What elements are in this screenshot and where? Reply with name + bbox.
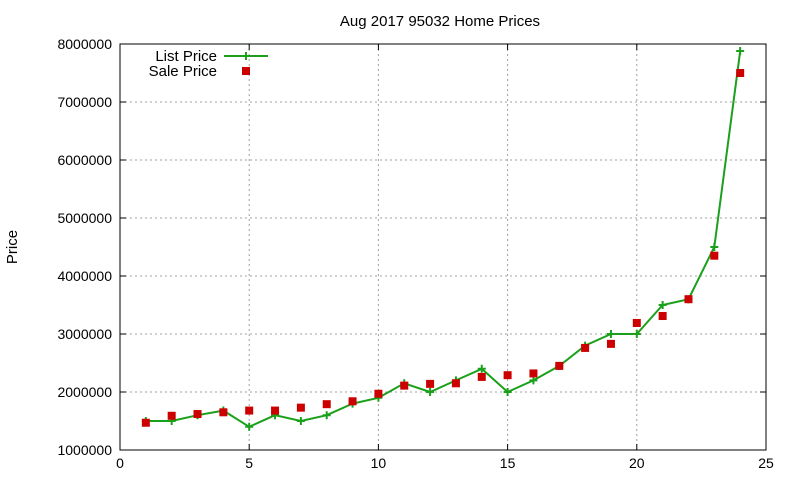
list-price-point — [736, 46, 745, 55]
sale-price-point — [296, 403, 305, 412]
list-price-point — [426, 388, 435, 396]
x-tick-label: 10 — [371, 455, 387, 471]
y-axis-label: Price — [4, 230, 21, 264]
list-price-point — [606, 330, 615, 338]
legend-marker-list-price — [242, 52, 250, 60]
sale-price-point — [193, 410, 202, 419]
sale-price-point — [477, 372, 486, 381]
y-tick-label: 8000000 — [57, 36, 112, 52]
x-tick-label: 0 — [116, 455, 124, 471]
legend-label-list-price: List Price — [155, 48, 217, 65]
sale-price-point — [374, 389, 383, 398]
y-tick-label: 4000000 — [57, 268, 112, 284]
sale-price-point — [219, 408, 228, 417]
grid — [120, 44, 766, 450]
sale-price-point — [503, 371, 512, 380]
sale-price-point — [426, 379, 435, 388]
legend-marker-sale-price — [242, 67, 250, 75]
sale-price-point — [632, 318, 641, 327]
sale-price-point — [451, 379, 460, 388]
sale-price-point — [581, 343, 590, 352]
x-tick-label: 5 — [245, 455, 253, 471]
sale-price-point — [555, 361, 564, 370]
list-price-point — [322, 411, 331, 420]
list-price-point — [710, 243, 719, 251]
list-price-point — [658, 301, 667, 309]
sale-price-point — [271, 406, 280, 415]
axis-ticks: 1000000 2000000 3000000 4000000 5000000 60000… — [57, 36, 774, 471]
sale-price-point — [348, 397, 357, 406]
sale-price-point — [322, 400, 331, 409]
sale-price-point — [141, 418, 150, 427]
y-tick-label: 5000000 — [57, 210, 112, 226]
list-price-point — [477, 364, 486, 373]
sale-price-point — [167, 411, 176, 420]
list-price-point — [529, 376, 538, 385]
list-price-point — [245, 422, 254, 431]
x-tick-label: 15 — [500, 455, 516, 471]
chart-title: Aug 2017 95032 Home Prices — [340, 13, 540, 30]
sale-price-point — [529, 369, 538, 378]
sale-price-point — [684, 295, 693, 304]
y-tick-label: 6000000 — [57, 152, 112, 168]
legend-label-sale-price: Sale Price — [149, 63, 217, 80]
sale-price-point — [658, 312, 667, 321]
series-layer — [141, 46, 745, 431]
x-tick-label: 25 — [758, 455, 774, 471]
list-price-point — [296, 417, 305, 425]
sale-price-point — [400, 381, 409, 390]
y-tick-label: 1000000 — [57, 442, 112, 458]
y-tick-label: 7000000 — [57, 94, 112, 110]
list-price-point — [503, 388, 512, 396]
plot-frame — [119, 43, 767, 451]
sale-price-point — [736, 69, 745, 77]
sale-price-point — [245, 406, 254, 415]
sale-price-point — [606, 339, 615, 348]
list-price-line — [145, 50, 742, 428]
x-tick-label: 20 — [629, 455, 645, 471]
y-tick-label: 2000000 — [57, 384, 112, 400]
list-price-point — [632, 330, 641, 338]
sale-price-point — [710, 251, 719, 260]
y-tick-label: 3000000 — [57, 326, 112, 342]
